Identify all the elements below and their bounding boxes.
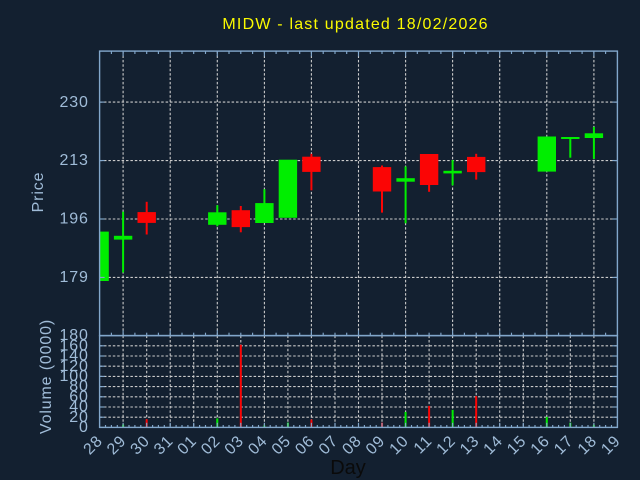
svg-text:196: 196 [60, 211, 89, 228]
svg-text:19: 19 [598, 433, 624, 459]
svg-text:179: 179 [60, 269, 89, 286]
svg-text:16: 16 [528, 433, 554, 459]
svg-text:01: 01 [175, 433, 201, 459]
svg-text:120: 120 [60, 358, 89, 375]
svg-text:Price: Price [30, 172, 47, 213]
svg-text:MIDW - last updated 18/02/2026: MIDW - last updated 18/02/2026 [222, 16, 488, 33]
svg-text:02: 02 [198, 433, 224, 459]
svg-text:11: 11 [411, 433, 436, 458]
svg-text:04: 04 [245, 433, 271, 459]
svg-text:18: 18 [575, 433, 601, 459]
svg-text:30: 30 [128, 433, 154, 459]
svg-text:100: 100 [60, 368, 89, 385]
svg-text:140: 140 [60, 348, 89, 365]
svg-text:80: 80 [69, 378, 89, 395]
svg-text:13: 13 [457, 433, 483, 459]
svg-text:160: 160 [60, 337, 89, 354]
svg-text:Day: Day [330, 457, 366, 479]
svg-text:06: 06 [292, 433, 318, 459]
svg-text:60: 60 [69, 388, 89, 405]
svg-text:10: 10 [387, 433, 413, 459]
svg-text:05: 05 [269, 433, 295, 459]
svg-text:15: 15 [504, 433, 530, 459]
svg-text:07: 07 [316, 433, 342, 459]
svg-text:Volume (0000): Volume (0000) [38, 319, 55, 434]
svg-text:20: 20 [69, 409, 89, 426]
svg-text:08: 08 [339, 433, 365, 459]
svg-text:180: 180 [60, 327, 89, 344]
svg-text:12: 12 [434, 433, 460, 459]
svg-text:29: 29 [104, 433, 130, 459]
svg-text:17: 17 [551, 433, 577, 459]
svg-text:40: 40 [69, 399, 89, 416]
svg-text:14: 14 [481, 433, 507, 459]
svg-text:03: 03 [222, 433, 248, 459]
svg-text:0: 0 [79, 419, 89, 436]
svg-text:09: 09 [363, 433, 389, 459]
svg-text:31: 31 [151, 433, 177, 459]
svg-text:230: 230 [60, 94, 89, 111]
svg-text:213: 213 [60, 152, 89, 169]
svg-text:28: 28 [81, 433, 107, 459]
